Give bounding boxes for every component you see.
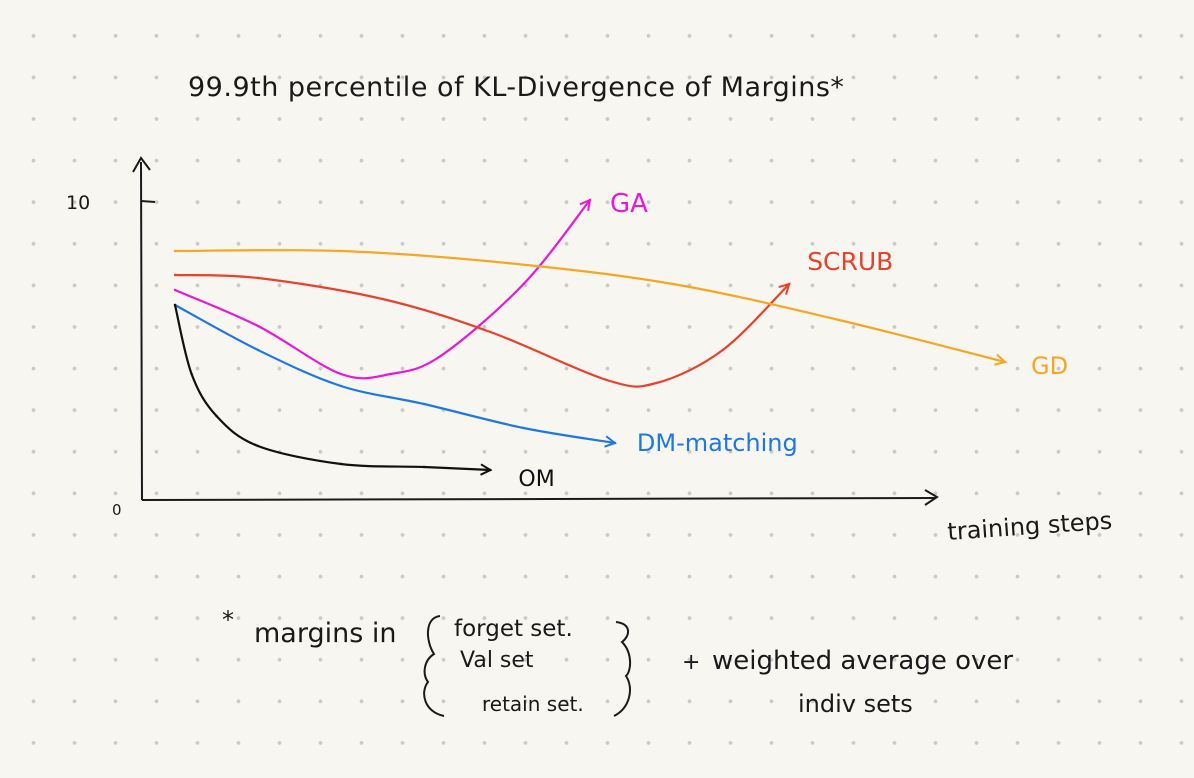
footnote-star: * bbox=[222, 606, 234, 634]
series-point-ga-4 bbox=[439, 354, 442, 358]
y-tick-label-0: 0 bbox=[112, 501, 122, 519]
series-point-scrub-4 bbox=[605, 378, 608, 382]
series-point-ga-1 bbox=[256, 324, 260, 328]
y-axis-arrow bbox=[132, 156, 151, 173]
series-point-ga-3 bbox=[389, 372, 392, 376]
series-point-om-1 bbox=[190, 372, 193, 376]
x-axis-line bbox=[141, 497, 936, 501]
series-line-ga bbox=[173, 198, 592, 380]
series-point-scrub-2 bbox=[381, 297, 384, 301]
series-label-om: OM bbox=[518, 467, 554, 492]
series-point-dm-matching-2 bbox=[339, 384, 343, 388]
series-point-gd-3 bbox=[671, 282, 675, 286]
series-point-scrub-3 bbox=[489, 330, 492, 334]
series-point-om-2 bbox=[215, 414, 218, 418]
series-point-om-6 bbox=[489, 468, 492, 472]
chart-title: 99.9th percentile of KL-Divergence of Ma… bbox=[188, 72, 845, 103]
y-tick-10 bbox=[140, 200, 156, 203]
footnote-lead: margins in bbox=[254, 618, 397, 649]
series-point-scrub-7 bbox=[788, 282, 791, 286]
series-label-scrub: SCRUB bbox=[807, 247, 893, 276]
footnote-braces bbox=[423, 615, 632, 717]
right-brace bbox=[613, 621, 632, 717]
series-point-ga-5 bbox=[522, 282, 525, 286]
series-label-dm-matching: DM-matching bbox=[637, 429, 798, 457]
chart-labels-group: GA SCRUB GD DM-matching OM bbox=[518, 189, 1068, 492]
x-axis-label: training steps bbox=[946, 507, 1113, 546]
series-point-gd-2 bbox=[505, 261, 509, 265]
chart-axes: 0 10 training steps bbox=[66, 156, 1113, 546]
series-point-scrub-6 bbox=[721, 348, 724, 352]
series-point-ga-6 bbox=[588, 198, 592, 202]
series-line-gd bbox=[173, 249, 1007, 364]
series-point-dm-matching-1 bbox=[256, 348, 260, 352]
series-point-ga-2 bbox=[339, 372, 343, 376]
footnote-set-forget: forget set. bbox=[454, 616, 573, 642]
series-line-dm-matching bbox=[173, 303, 616, 445]
series-point-om-4 bbox=[339, 462, 343, 466]
series-point-gd-1 bbox=[339, 249, 343, 253]
series-line-scrub bbox=[173, 273, 791, 388]
left-brace bbox=[423, 615, 445, 717]
series-point-scrub-5 bbox=[655, 381, 658, 385]
series-point-scrub-0 bbox=[173, 273, 177, 277]
series-point-ga-0 bbox=[173, 288, 177, 292]
footnote-set-val: Val set bbox=[460, 648, 534, 673]
series-point-om-3 bbox=[256, 444, 260, 448]
chart-series-group bbox=[173, 198, 1008, 476]
series-point-gd-0 bbox=[173, 249, 177, 253]
series-point-om-0 bbox=[173, 303, 177, 307]
series-point-scrub-1 bbox=[256, 276, 260, 280]
series-point-dm-matching-3 bbox=[422, 402, 426, 406]
series-point-om-5 bbox=[422, 465, 426, 469]
footnote-set-retain: retain set. bbox=[482, 692, 584, 716]
series-label-ga: GA bbox=[610, 189, 648, 219]
series-point-dm-matching-4 bbox=[522, 426, 525, 430]
footnote-plus: + bbox=[682, 650, 701, 675]
y-tick-label-10: 10 bbox=[66, 192, 90, 214]
series-line-om bbox=[173, 303, 492, 472]
series-point-gd-5 bbox=[1003, 360, 1007, 364]
series-point-gd-4 bbox=[837, 318, 841, 322]
footnote-note-line2: indiv sets bbox=[798, 690, 913, 718]
footnote-note-line1: weighted average over bbox=[712, 646, 1014, 676]
series-label-gd: GD bbox=[1031, 352, 1068, 380]
x-axis-arrow bbox=[924, 489, 939, 506]
series-point-dm-matching-5 bbox=[613, 441, 617, 445]
y-axis-line bbox=[140, 161, 143, 501]
